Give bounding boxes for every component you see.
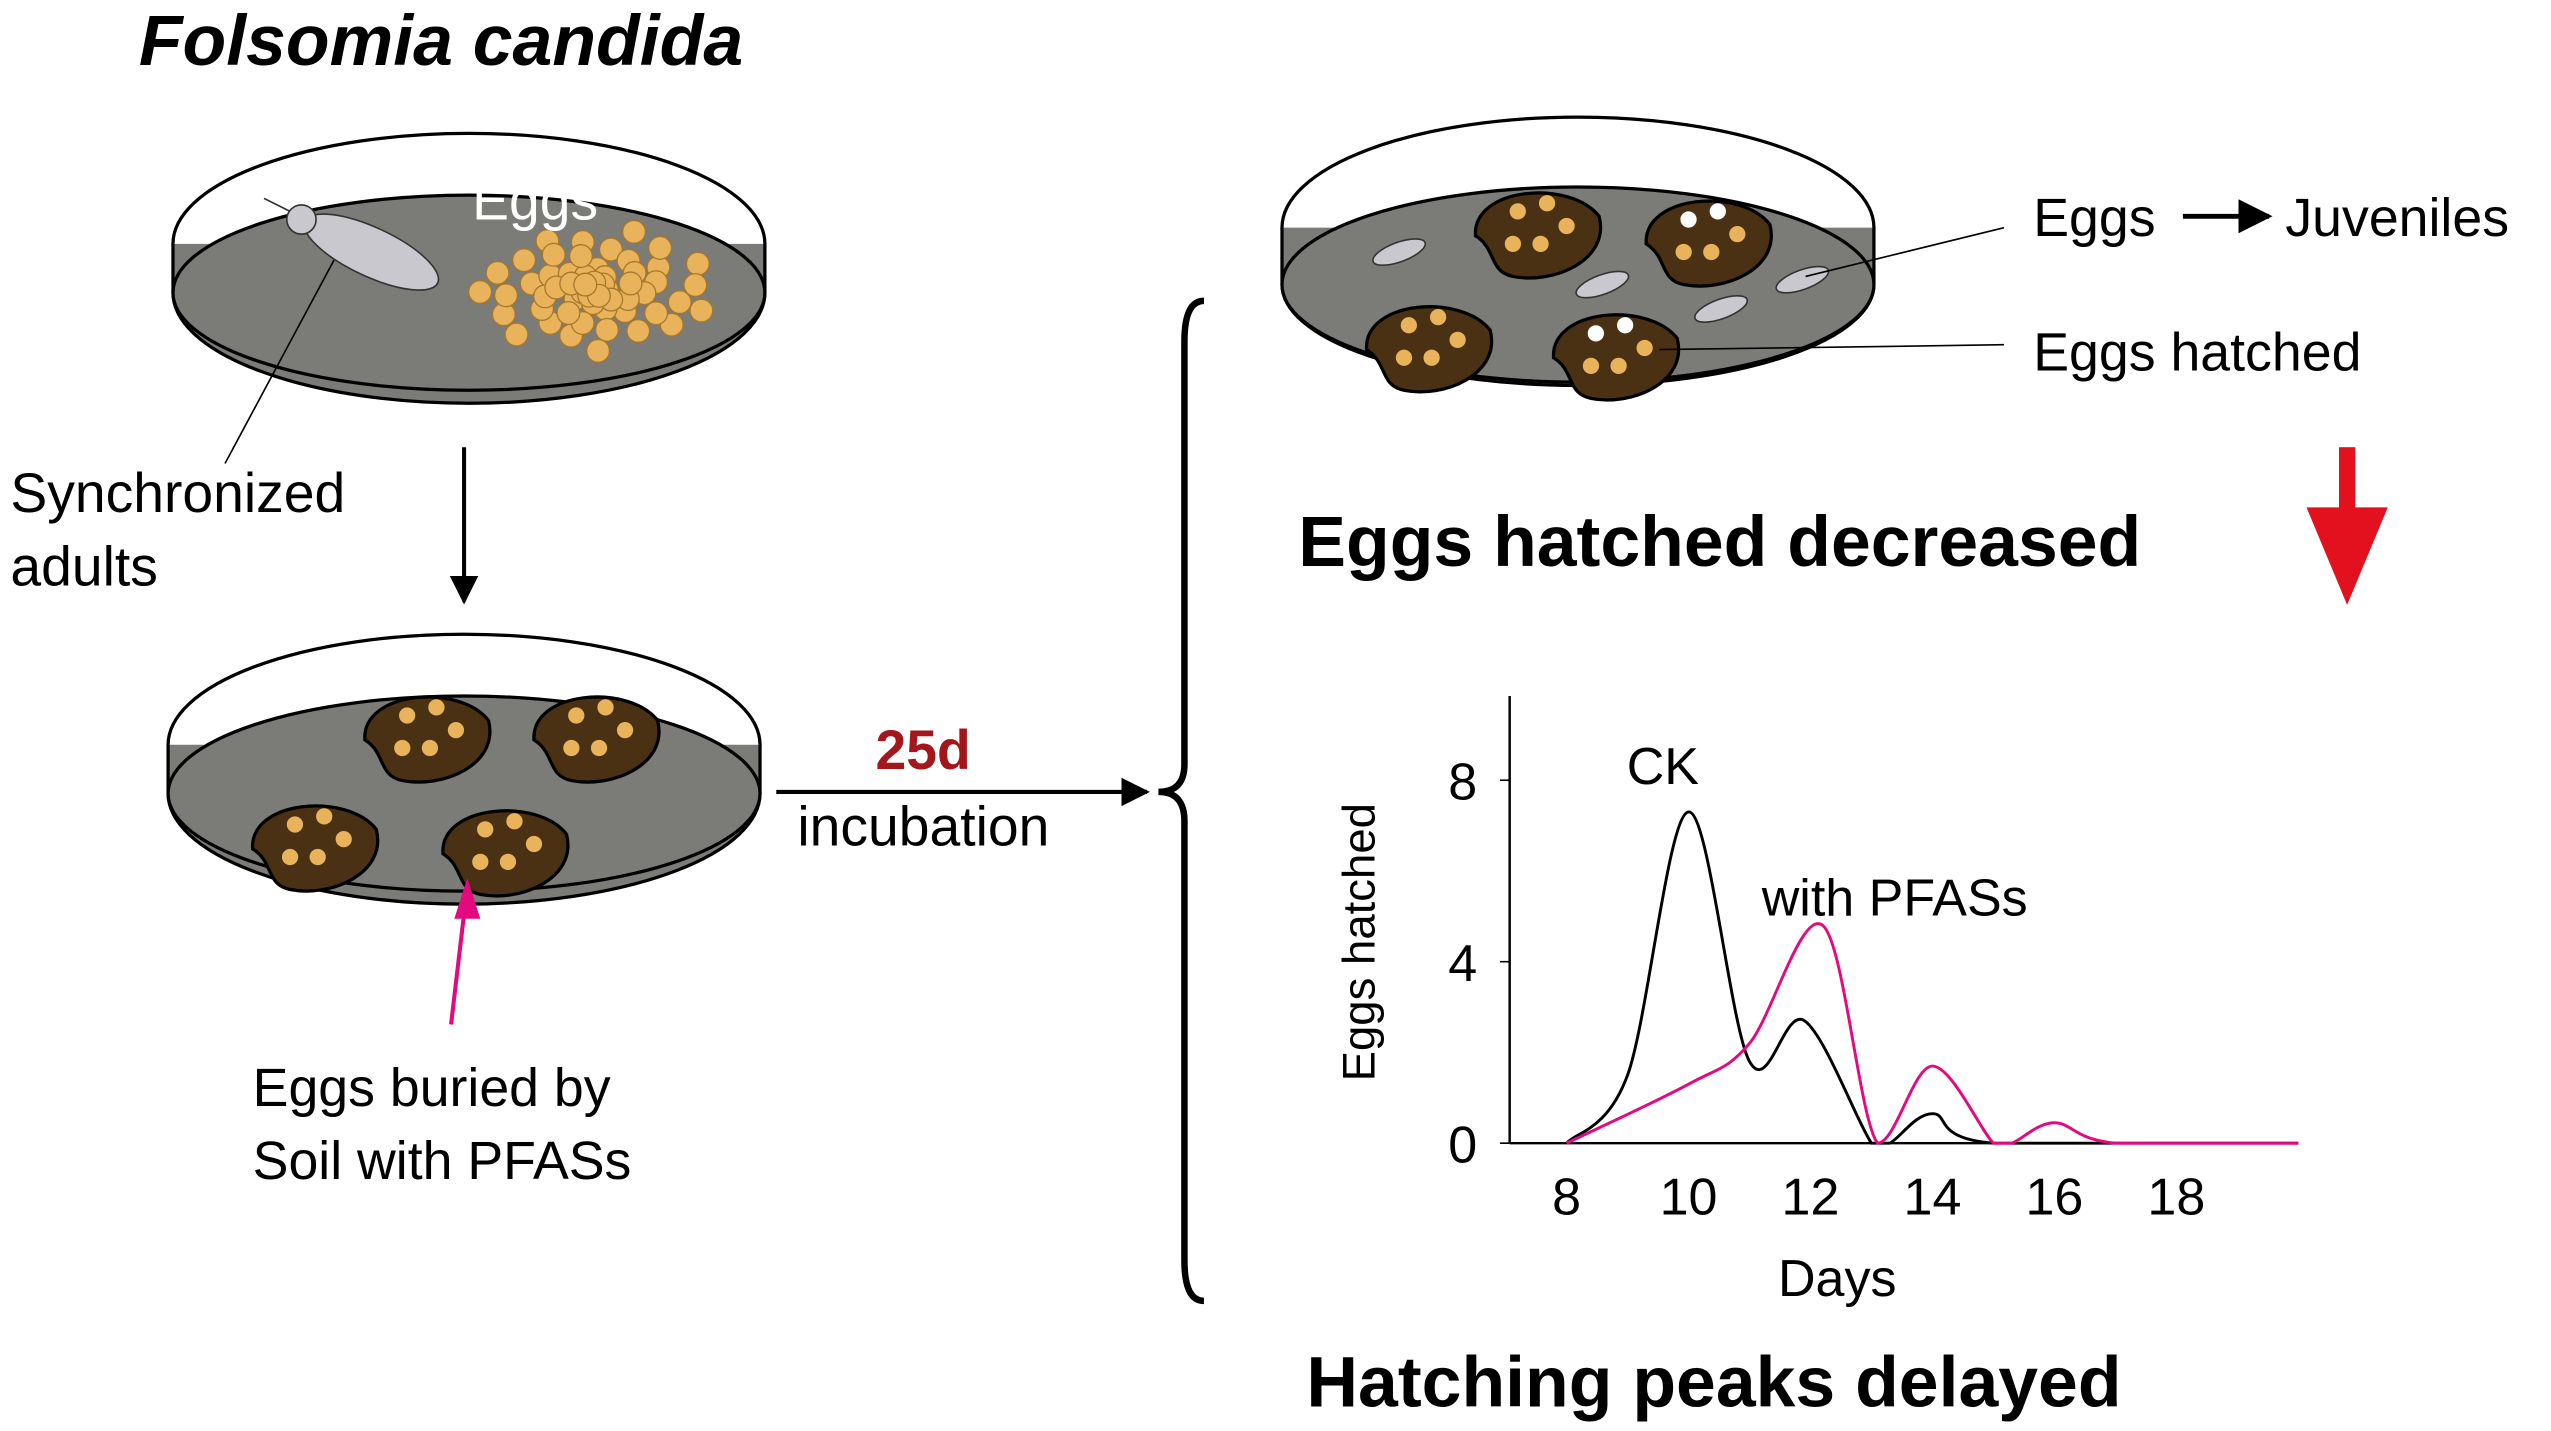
delayed-heading: Hatching peaks delayed [1306, 1343, 2121, 1423]
series-label-ck: CK [1627, 738, 1700, 796]
y-tick-label: 8 [1448, 754, 1477, 812]
series-line-pfas [1565, 922, 2299, 1145]
synchronized-adults-label-2: adults [10, 535, 157, 597]
egg-icon [626, 318, 651, 343]
egg-icon [621, 219, 647, 244]
soil-clump-icon [532, 695, 661, 784]
egg-icon [618, 271, 643, 296]
springtail-adult-icon [263, 197, 440, 291]
eggs-hatched-label: Eggs hatched [2033, 323, 2361, 383]
soil-clump-icon [1473, 191, 1603, 280]
juvenile-icon [1372, 238, 1427, 267]
eggs-buried-label: Eggs buried by [253, 1058, 611, 1118]
egg-cluster-icon [468, 219, 714, 363]
egg-icon [648, 235, 673, 260]
y-tick-label: 4 [1448, 935, 1477, 993]
juvenile-icon [1694, 294, 1749, 323]
x-tick-label: 18 [2147, 1169, 2205, 1227]
egg-icon [468, 279, 493, 304]
petri-dish-hatched [1280, 115, 1876, 402]
petri-dish-adults: Eggs [171, 131, 767, 464]
eggs-label: Eggs [472, 170, 598, 232]
soil-clump-icon [441, 809, 570, 898]
petri-dish-soil [166, 632, 762, 906]
soil-clump-icon [1551, 313, 1681, 402]
series-line-ck [1565, 810, 2299, 1145]
x-tick-label: 16 [2025, 1169, 2083, 1227]
y-axis-label: Eggs hatched [1334, 803, 1385, 1081]
hatching-chart: 8 10 12 14 16 18 0 4 8 Eggs hatched Days CK with… [1334, 695, 2299, 1308]
egg-icon [511, 248, 537, 273]
series-label-pfas: with PFASs [1761, 870, 2028, 928]
decreased-heading: Eggs hatched decreased [1298, 502, 2141, 582]
incubation-label: incubation [797, 796, 1049, 858]
x-axis-label: Days [1778, 1250, 1897, 1308]
egg-icon [568, 244, 593, 269]
egg-icon [485, 260, 510, 285]
y-tick-label: 0 [1448, 1117, 1477, 1175]
soil-clump-icon [251, 804, 380, 893]
x-tick-label: 8 [1552, 1169, 1581, 1227]
egg-icon [504, 322, 529, 347]
egg-icon [683, 272, 708, 298]
egg-icon [556, 300, 581, 326]
egg-icon [667, 290, 692, 315]
synchronized-adults-label: Synchronized [10, 462, 345, 524]
egg-icon [573, 272, 598, 297]
decrease-arrow-icon [2306, 447, 2388, 605]
duration-label: 25d [875, 719, 970, 781]
egg-icon [594, 317, 619, 342]
eggs-buried-label-2: Soil with PFASs [253, 1131, 632, 1191]
egg-icon [689, 298, 714, 323]
egg-icon [493, 283, 519, 308]
eggs-label-right: Eggs [2033, 188, 2155, 248]
soil-clump-icon [1364, 305, 1494, 394]
x-tick-label: 14 [1904, 1169, 1962, 1227]
x-tick-label: 10 [1660, 1169, 1718, 1227]
soil-clump-icon [1644, 199, 1773, 288]
egg-icon [644, 301, 669, 326]
egg-icon [541, 242, 566, 267]
juvenile-icon [1575, 270, 1630, 299]
egg-icon [598, 237, 623, 262]
egg-icon [586, 338, 611, 363]
soil-clump-icon [363, 695, 492, 784]
juveniles-label: Juveniles [2285, 188, 2509, 248]
egg-icon [685, 251, 710, 276]
x-tick-label: 12 [1782, 1169, 1840, 1227]
curly-brace [1158, 297, 1205, 1305]
title: Folsomia candida [139, 1, 743, 81]
